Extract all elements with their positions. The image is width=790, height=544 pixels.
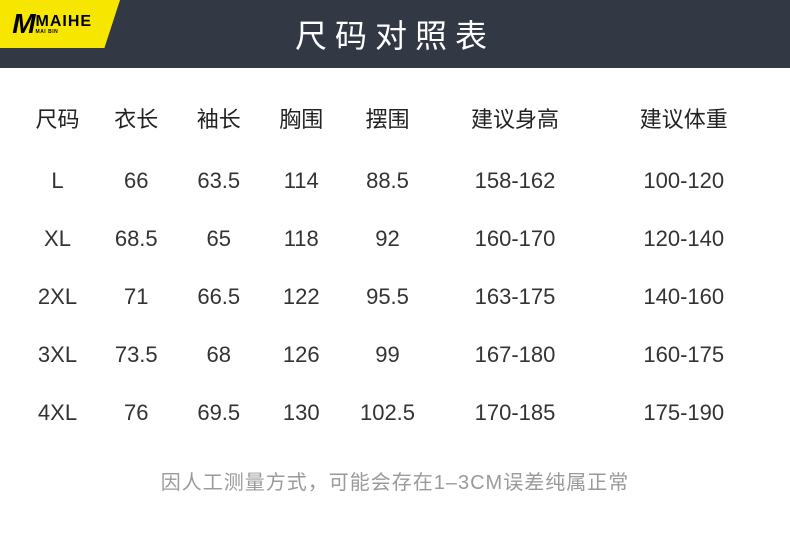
brand-logo-badge: M MAIHE MAI BIN — [0, 0, 120, 48]
table-body: L 66 63.5 114 88.5 158-162 100-120 XL 68… — [20, 152, 770, 442]
cell-chest: 122 — [260, 268, 343, 326]
col-sleeve: 袖长 — [178, 80, 261, 152]
brand-logo-name: MAIHE — [36, 14, 93, 30]
cell-length: 66 — [95, 152, 178, 210]
table-title-text: 尺码对照表 — [295, 11, 495, 57]
size-table: 尺码 衣长 袖长 胸围 摆围 建议身高 建议体重 L 66 63.5 114 8… — [20, 80, 770, 442]
cell-size: L — [20, 152, 95, 210]
table-title-bar: 尺码对照表 — [0, 0, 790, 68]
cell-chest: 114 — [260, 152, 343, 210]
table-header-row: 尺码 衣长 袖长 胸围 摆围 建议身高 建议体重 — [20, 80, 770, 152]
brand-logo-inner: M MAIHE MAI BIN — [12, 10, 92, 38]
cell-chest: 126 — [260, 326, 343, 384]
cell-length: 73.5 — [95, 326, 178, 384]
measurement-disclaimer: 因人工测量方式，可能会存在1–3CM误差纯属正常 — [0, 466, 790, 495]
brand-logo-sub: MAI BIN — [36, 30, 93, 35]
cell-sleeve: 65 — [178, 210, 261, 268]
col-size: 尺码 — [20, 80, 95, 152]
cell-weight: 140-160 — [598, 268, 771, 326]
cell-weight: 160-175 — [598, 326, 771, 384]
cell-size: 2XL — [20, 268, 95, 326]
cell-size: XL — [20, 210, 95, 268]
cell-sleeve: 68 — [178, 326, 261, 384]
cell-sleeve: 63.5 — [178, 152, 261, 210]
cell-hem: 102.5 — [343, 384, 433, 442]
col-hem: 摆围 — [343, 80, 433, 152]
cell-hem: 88.5 — [343, 152, 433, 210]
cell-sleeve: 69.5 — [178, 384, 261, 442]
table-row: 2XL 71 66.5 122 95.5 163-175 140-160 — [20, 268, 770, 326]
brand-logo-text: MAIHE MAI BIN — [36, 14, 93, 35]
cell-length: 76 — [95, 384, 178, 442]
cell-chest: 130 — [260, 384, 343, 442]
brand-logo-m-icon: M — [12, 10, 33, 38]
col-chest: 胸围 — [260, 80, 343, 152]
cell-size: 4XL — [20, 384, 95, 442]
cell-height: 170-185 — [433, 384, 598, 442]
cell-hem: 95.5 — [343, 268, 433, 326]
cell-hem: 92 — [343, 210, 433, 268]
cell-sleeve: 66.5 — [178, 268, 261, 326]
size-table-wrap: 尺码 衣长 袖长 胸围 摆围 建议身高 建议体重 L 66 63.5 114 8… — [0, 68, 790, 442]
table-row: XL 68.5 65 118 92 160-170 120-140 — [20, 210, 770, 268]
cell-weight: 120-140 — [598, 210, 771, 268]
cell-weight: 175-190 — [598, 384, 771, 442]
cell-height: 167-180 — [433, 326, 598, 384]
cell-size: 3XL — [20, 326, 95, 384]
cell-height: 163-175 — [433, 268, 598, 326]
col-length: 衣长 — [95, 80, 178, 152]
cell-height: 158-162 — [433, 152, 598, 210]
cell-weight: 100-120 — [598, 152, 771, 210]
table-row: L 66 63.5 114 88.5 158-162 100-120 — [20, 152, 770, 210]
col-height: 建议身高 — [433, 80, 598, 152]
cell-chest: 118 — [260, 210, 343, 268]
table-row: 3XL 73.5 68 126 99 167-180 160-175 — [20, 326, 770, 384]
col-weight: 建议体重 — [598, 80, 771, 152]
table-row: 4XL 76 69.5 130 102.5 170-185 175-190 — [20, 384, 770, 442]
cell-length: 71 — [95, 268, 178, 326]
cell-hem: 99 — [343, 326, 433, 384]
cell-height: 160-170 — [433, 210, 598, 268]
cell-length: 68.5 — [95, 210, 178, 268]
